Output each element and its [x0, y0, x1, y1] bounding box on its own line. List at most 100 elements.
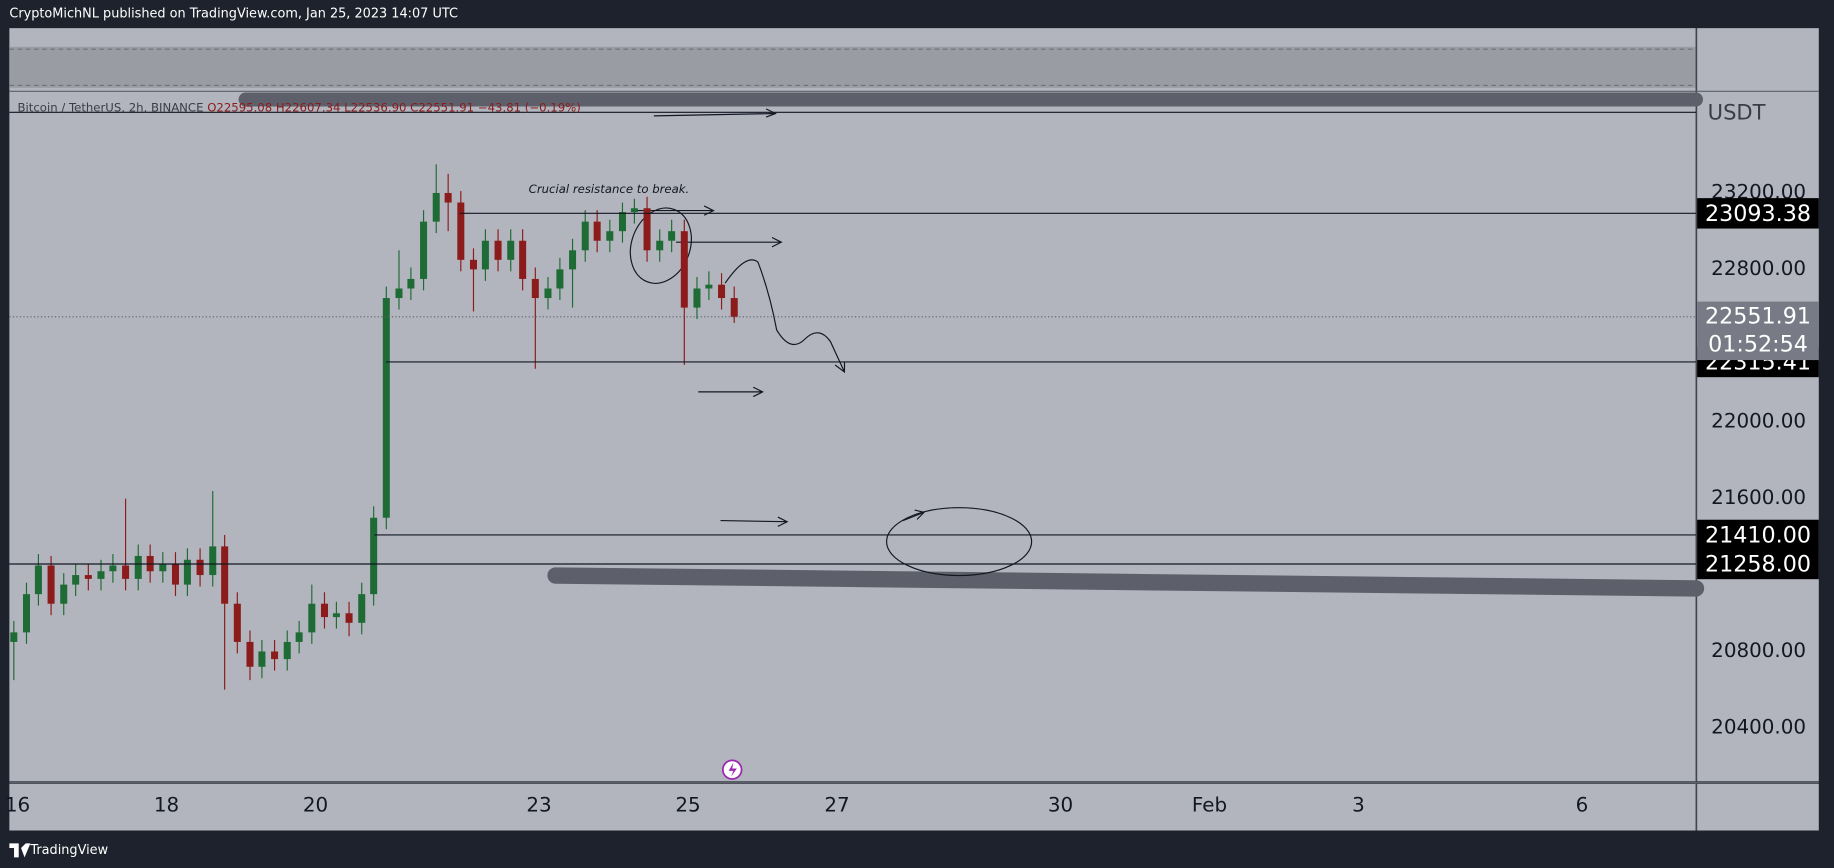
candle-body [171, 563, 179, 585]
legend-high: H22607.34 [276, 100, 341, 114]
oscillator-band [9, 46, 1696, 88]
candle-body [432, 192, 440, 222]
candle-body [295, 632, 303, 642]
price-axis [1697, 28, 1819, 782]
candle-body [382, 298, 390, 518]
legend-symbol: Bitcoin / TetherUS, 2h, BINANCE [18, 100, 204, 114]
currency: USDT [1708, 100, 1766, 125]
candle-body [22, 594, 31, 633]
arrow [676, 236, 783, 248]
current-price-label: 22551.91 [1705, 303, 1811, 329]
legend-change: −43.81 (−0.19%) [478, 100, 581, 114]
x-tick-label: 18 [154, 793, 179, 816]
candle-body [84, 575, 92, 579]
candle-body [618, 212, 626, 232]
candle-body [122, 565, 130, 579]
arrow [720, 516, 789, 527]
y-tick-label: 23200.00 [1711, 180, 1806, 203]
y-tick-label: 22000.00 [1711, 410, 1806, 433]
footer-brand: TradingView [29, 843, 108, 858]
candle-body [705, 284, 713, 289]
candle-body [332, 613, 340, 618]
level-label-bg [1697, 548, 1819, 580]
level-label-bg [1697, 198, 1819, 229]
candle-body [730, 298, 738, 317]
candle-body [345, 613, 353, 623]
candle-body [246, 641, 254, 667]
candle-body [556, 269, 564, 289]
x-tick-label: 3 [1352, 793, 1365, 816]
level-label-bg [1697, 519, 1819, 551]
x-tick-label: 20 [303, 793, 328, 816]
x-tick-label: 16 [5, 793, 30, 816]
candle-body [134, 555, 142, 579]
candle-body [581, 221, 589, 251]
x-tick-label: 23 [526, 793, 551, 816]
circle-mark [886, 507, 1033, 577]
x-tick-label: 25 [675, 793, 700, 816]
header-text: CryptoMichNL published on TradingView.co… [9, 7, 458, 22]
current-price-bg [1697, 301, 1819, 361]
arrow [653, 108, 777, 118]
candle-body [593, 221, 601, 241]
time-axis [9, 783, 1696, 831]
candle-body [196, 559, 204, 576]
y-tick-label: 20400.00 [1711, 715, 1806, 738]
candle-body [444, 192, 452, 203]
candle-body [209, 546, 217, 576]
candle-body [10, 632, 18, 642]
arrow [698, 386, 764, 398]
candle-body [643, 208, 651, 251]
axis-corner [1697, 783, 1819, 831]
event-icon-bolt [728, 762, 737, 777]
candle-body [221, 546, 229, 604]
candle-body [656, 240, 664, 251]
candle-body [183, 559, 191, 585]
legend-open: O22595.08 [207, 100, 272, 114]
candle-body [481, 240, 489, 270]
candle-body [494, 240, 502, 260]
projection-path [724, 259, 846, 374]
candle-body [320, 603, 328, 618]
drawn-band [547, 567, 1705, 597]
y-tick-label: 22800.00 [1711, 257, 1806, 280]
candle-body [718, 284, 726, 299]
candle-body [34, 565, 42, 595]
legend: Bitcoin / TetherUS, 2h, BINANCE O22595.0… [18, 100, 581, 114]
candle-body [159, 563, 167, 572]
candle-body [370, 517, 378, 595]
annotation: Crucial resistance to break. [529, 182, 690, 196]
candle-body [544, 288, 552, 299]
footer-logo [9, 843, 31, 858]
candle-body [283, 641, 291, 660]
candle-body [680, 231, 688, 308]
level-label: 21258.00 [1705, 552, 1811, 578]
candle-body [668, 231, 676, 241]
legend-low: L22536.90 [344, 100, 406, 114]
candle-body [395, 288, 403, 299]
candle-body [630, 208, 638, 213]
level-label: 23093.38 [1705, 201, 1811, 227]
circle-mark [629, 207, 692, 284]
legend-close: C22551.91 [410, 100, 474, 114]
candle-body [569, 250, 577, 270]
candle-body [507, 240, 515, 260]
candle-body [457, 202, 465, 260]
candle-body [47, 565, 55, 604]
countdown: 01:52:54 [1708, 331, 1808, 357]
candle-body [469, 259, 477, 270]
y-tick-label: 20800.00 [1711, 639, 1806, 662]
candle-body [258, 651, 266, 667]
candle-body [233, 603, 241, 642]
drawings [629, 108, 1033, 577]
candle-body [97, 571, 105, 579]
candle-body [72, 575, 80, 585]
x-tick-label: 6 [1576, 793, 1589, 816]
candle-body [606, 231, 614, 241]
level-label: 21410.00 [1705, 523, 1811, 549]
candle-body [358, 594, 366, 623]
candle-body [693, 288, 701, 308]
x-tick-label: Feb [1192, 793, 1227, 816]
